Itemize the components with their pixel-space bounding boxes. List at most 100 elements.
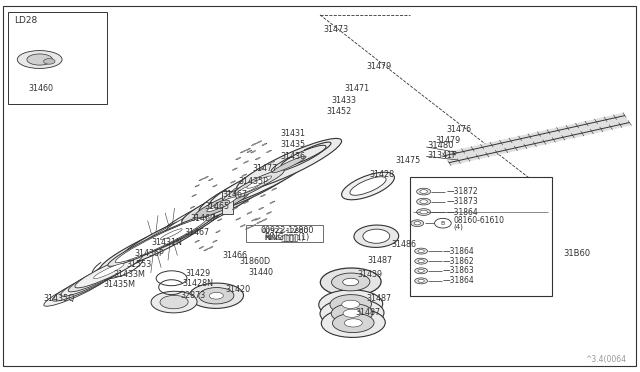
Ellipse shape — [251, 225, 255, 227]
Ellipse shape — [262, 219, 267, 221]
Ellipse shape — [420, 190, 428, 193]
Ellipse shape — [209, 157, 309, 207]
Ellipse shape — [246, 227, 250, 230]
Ellipse shape — [417, 188, 431, 195]
Ellipse shape — [414, 221, 420, 225]
Ellipse shape — [133, 205, 228, 252]
Ellipse shape — [163, 200, 236, 235]
Text: 31467: 31467 — [223, 190, 248, 199]
Ellipse shape — [94, 236, 175, 276]
Text: 31452: 31452 — [326, 107, 351, 116]
Ellipse shape — [190, 206, 195, 208]
Ellipse shape — [27, 54, 52, 65]
Text: RINGリング(1): RINGリング(1) — [264, 233, 309, 242]
Text: 31480: 31480 — [428, 141, 454, 150]
Ellipse shape — [332, 273, 370, 291]
Ellipse shape — [236, 183, 260, 195]
Ellipse shape — [247, 150, 252, 153]
Ellipse shape — [182, 184, 262, 224]
Ellipse shape — [343, 309, 361, 317]
Ellipse shape — [161, 191, 251, 236]
Ellipse shape — [418, 279, 424, 282]
Ellipse shape — [90, 243, 162, 279]
Text: 31428N: 31428N — [182, 279, 213, 288]
Ellipse shape — [160, 229, 182, 240]
Ellipse shape — [259, 168, 264, 170]
Text: 31467: 31467 — [184, 228, 209, 237]
Ellipse shape — [411, 220, 424, 227]
Ellipse shape — [209, 179, 213, 181]
Ellipse shape — [417, 198, 431, 205]
Text: —31864: —31864 — [447, 208, 479, 217]
Ellipse shape — [75, 254, 143, 288]
Bar — [8, 12, 107, 104]
Ellipse shape — [241, 225, 245, 227]
Text: 31479: 31479 — [435, 136, 460, 145]
Ellipse shape — [237, 138, 342, 190]
Ellipse shape — [232, 207, 237, 210]
Text: 31487: 31487 — [366, 294, 391, 303]
Ellipse shape — [218, 206, 222, 208]
Text: 31431N: 31431N — [151, 238, 182, 247]
Text: 31420: 31420 — [225, 285, 250, 294]
Ellipse shape — [199, 288, 234, 304]
Ellipse shape — [241, 151, 245, 153]
Text: 31476: 31476 — [447, 125, 472, 134]
Ellipse shape — [260, 181, 266, 183]
Ellipse shape — [255, 218, 260, 220]
Ellipse shape — [272, 188, 276, 190]
Text: 31433: 31433 — [332, 96, 356, 105]
Ellipse shape — [207, 197, 237, 212]
Ellipse shape — [204, 248, 208, 251]
Ellipse shape — [44, 58, 55, 64]
Ellipse shape — [262, 143, 267, 145]
Bar — [410, 177, 552, 296]
Ellipse shape — [124, 243, 159, 261]
Ellipse shape — [108, 214, 214, 266]
Text: 31553: 31553 — [127, 260, 152, 269]
Text: 31466: 31466 — [223, 251, 248, 260]
Ellipse shape — [236, 218, 241, 220]
Ellipse shape — [354, 225, 399, 247]
Text: 31486: 31486 — [392, 240, 417, 249]
Ellipse shape — [17, 51, 62, 68]
Ellipse shape — [209, 292, 223, 299]
Text: 31473: 31473 — [323, 25, 348, 34]
Ellipse shape — [209, 246, 213, 248]
Ellipse shape — [251, 151, 255, 153]
Ellipse shape — [363, 229, 390, 243]
Ellipse shape — [71, 277, 102, 292]
Text: —31872: —31872 — [447, 187, 478, 196]
Ellipse shape — [415, 248, 428, 254]
Ellipse shape — [232, 168, 237, 170]
Ellipse shape — [142, 238, 166, 250]
Ellipse shape — [122, 209, 221, 259]
Ellipse shape — [320, 299, 384, 328]
Ellipse shape — [199, 246, 204, 248]
Ellipse shape — [189, 283, 243, 308]
Text: 31487: 31487 — [367, 256, 392, 265]
Ellipse shape — [247, 212, 252, 214]
Text: 31435M: 31435M — [104, 280, 136, 289]
Text: 31341F: 31341F — [428, 151, 457, 160]
Text: 31431: 31431 — [280, 129, 305, 138]
Ellipse shape — [260, 195, 266, 197]
Text: (4): (4) — [453, 224, 463, 230]
Ellipse shape — [124, 229, 184, 259]
Ellipse shape — [195, 208, 218, 219]
Ellipse shape — [415, 258, 428, 264]
Ellipse shape — [204, 176, 208, 179]
Ellipse shape — [259, 207, 264, 210]
Ellipse shape — [61, 263, 129, 296]
Text: 31435P: 31435P — [238, 177, 268, 186]
Ellipse shape — [418, 250, 424, 253]
Ellipse shape — [229, 158, 306, 196]
Text: 31436P: 31436P — [134, 249, 164, 258]
Ellipse shape — [223, 177, 273, 201]
Ellipse shape — [418, 260, 424, 263]
Ellipse shape — [218, 219, 222, 221]
Text: B: B — [441, 221, 445, 226]
Text: 31435: 31435 — [280, 140, 305, 149]
Ellipse shape — [415, 278, 428, 284]
Ellipse shape — [244, 161, 248, 163]
